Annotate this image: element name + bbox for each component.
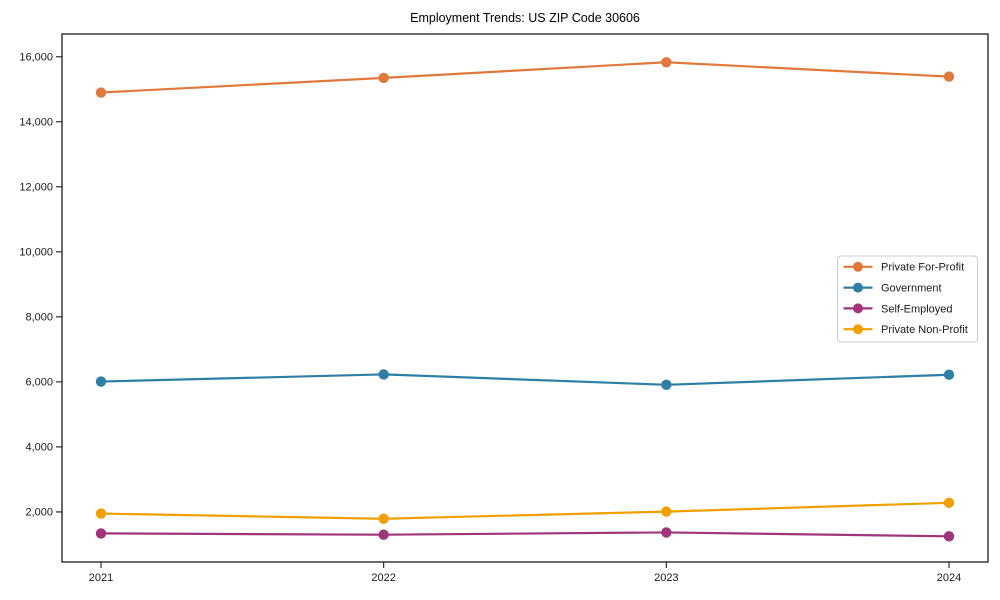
data-point-marker [378,369,389,380]
data-point-marker [661,506,672,517]
data-point-marker [95,87,107,98]
data-point-marker [943,71,955,82]
plot-frame [61,33,989,563]
legend-item-label: Government [881,283,942,295]
legend-item-label: Private Non-Profit [881,324,968,336]
y-axis-tick-label: 2,000 [25,507,53,519]
legend-item-label: Self-Employed [881,303,953,315]
legend-swatch-marker [853,261,863,272]
data-point-marker [95,528,107,539]
legend-box [837,255,978,343]
x-axis-tick-label: 2021 [89,572,113,584]
data-point-marker [943,497,955,509]
data-point-marker [378,72,389,84]
y-axis-tick-label: 16,000 [19,52,53,64]
y-axis-tick-label: 4,000 [25,442,53,454]
chart-title: Employment Trends: US ZIP Code 30606 [410,11,640,25]
y-axis-tick-label: 6,000 [25,377,53,389]
y-axis-tick-label: 14,000 [19,117,53,129]
data-point-marker [378,513,389,524]
data-point-marker [661,57,672,68]
data-point-marker [661,379,672,391]
data-point-marker [943,369,955,380]
y-axis-tick-label: 8,000 [25,312,53,324]
data-point-marker [95,508,107,519]
data-point-marker [378,529,389,540]
series-line-government [99,373,951,386]
data-point-marker [661,527,672,538]
data-point-marker [943,531,955,542]
data-point-marker [95,376,107,387]
series-line-self-employed [99,531,951,538]
y-axis-tick-label: 10,000 [19,247,53,259]
x-axis-tick-label: 2024 [937,572,961,584]
legend-item-label: Private For-Profit [881,262,964,274]
legend-swatch-marker [853,324,863,335]
y-axis-tick-label: 12,000 [19,182,53,194]
series-line-private-for-profit [99,61,951,94]
x-axis-tick-label: 2023 [654,572,678,584]
series-line-private-non-profit [99,501,951,520]
legend-swatch-marker [853,303,863,314]
legend-swatch-marker [853,282,863,293]
x-axis-tick-label: 2022 [371,572,395,584]
